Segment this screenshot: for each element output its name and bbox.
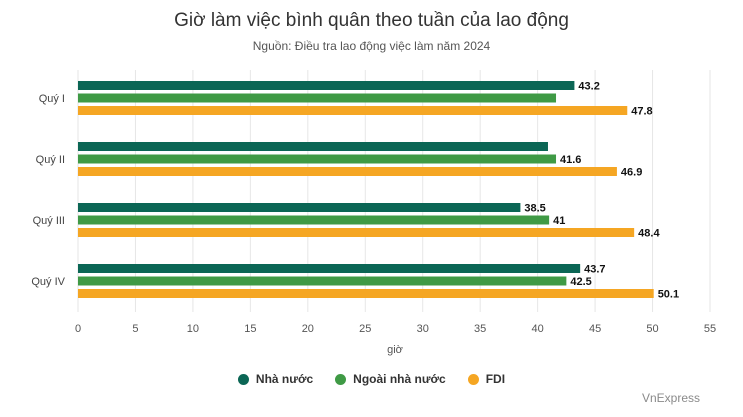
data-label: 42.5 xyxy=(570,276,591,288)
bar xyxy=(78,142,548,151)
x-tick-label: 20 xyxy=(302,323,314,335)
bar xyxy=(78,154,557,164)
x-axis-label: giờ xyxy=(387,344,403,356)
legend-marker xyxy=(335,373,347,385)
x-tick-label: 40 xyxy=(532,323,544,335)
chart-legend: Nhà nước Ngoài nhà nước FDI xyxy=(0,372,743,386)
chart-title: Giờ làm việc bình quân theo tuần của lao… xyxy=(174,10,569,31)
x-tick-label: 50 xyxy=(646,323,658,335)
bar xyxy=(78,289,654,298)
category-label: Quý III xyxy=(33,215,65,227)
data-label: 43.2 xyxy=(578,81,599,93)
category-label: Quý II xyxy=(36,154,65,166)
bar xyxy=(78,264,581,273)
legend-item-ngoai-nha-nuoc[interactable]: Ngoài nhà nước xyxy=(335,372,446,386)
data-label: 46.9 xyxy=(621,167,642,179)
bar xyxy=(78,93,557,103)
legend-label: Nhà nước xyxy=(255,372,314,386)
source-credit: VnExpress xyxy=(641,391,700,405)
bar xyxy=(78,81,575,90)
x-tick-label: 15 xyxy=(244,323,256,335)
x-tick-label: 25 xyxy=(359,323,371,335)
data-label: 41.6 xyxy=(560,154,581,166)
data-label: 48.4 xyxy=(638,228,660,240)
data-label: 47.8 xyxy=(631,106,652,118)
bar xyxy=(78,203,521,212)
data-label: 38.5 xyxy=(524,203,545,215)
data-label: 50.1 xyxy=(658,289,679,301)
category-label: Quý I xyxy=(39,93,65,105)
category-label: Quý IV xyxy=(31,276,65,288)
legend-item-fdi[interactable]: FDI xyxy=(467,372,506,386)
bar xyxy=(78,167,617,176)
data-label: 41 xyxy=(553,215,565,227)
bar xyxy=(78,215,550,225)
legend-label: Ngoài nhà nước xyxy=(353,372,446,386)
x-tick-label: 0 xyxy=(75,323,81,335)
chart-subtitle: Nguồn: Điều tra lao động việc làm năm 20… xyxy=(252,39,491,53)
bar xyxy=(78,276,567,286)
x-tick-label: 5 xyxy=(132,323,138,335)
x-tick-label: 45 xyxy=(589,323,601,335)
x-tick-label: 10 xyxy=(187,323,199,335)
legend-marker xyxy=(237,373,249,385)
bar xyxy=(78,228,635,237)
legend-item-nha-nuoc[interactable]: Nhà nước xyxy=(237,372,314,386)
bar xyxy=(78,106,628,115)
data-label: 43.7 xyxy=(584,264,605,276)
legend-label: FDI xyxy=(485,372,506,386)
x-tick-label: 30 xyxy=(417,323,429,335)
x-tick-label: 55 xyxy=(704,323,716,335)
legend-marker xyxy=(467,373,479,385)
x-tick-label: 35 xyxy=(474,323,486,335)
